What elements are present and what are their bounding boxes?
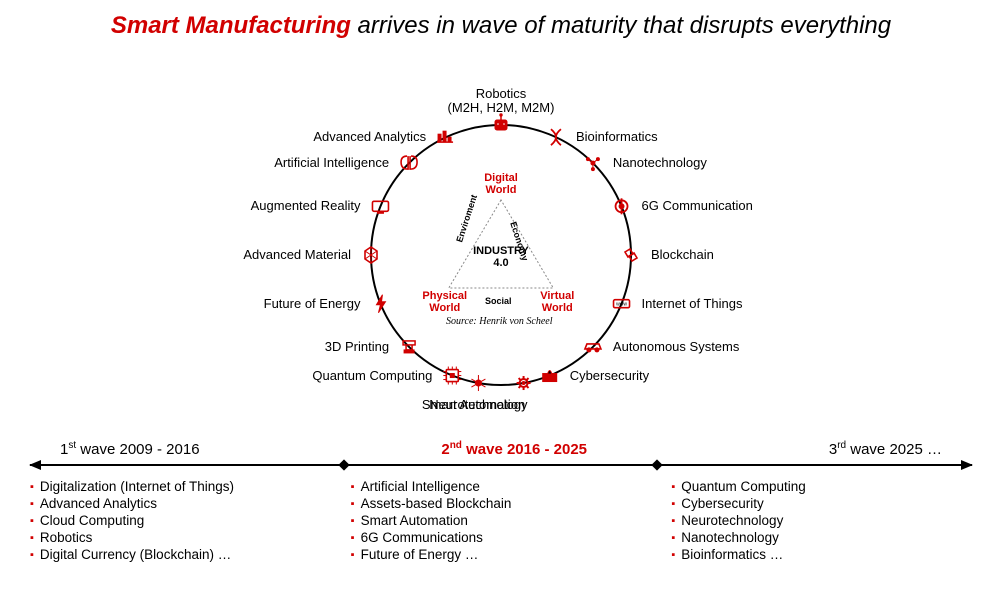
wave-item: Nanotechnology [671,529,972,546]
wave-headers: 1st wave 2009 - 2016 2nd wave 2016 - 2025… [30,440,972,464]
page-title: Smart Manufacturing arrives in wave of m… [0,12,1002,40]
node-label: Bioinformatics [576,129,658,144]
node-label: Smart Automation [404,397,544,412]
node-label: Autonomous Systems [613,339,739,354]
wave-item: Bioinformatics … [671,546,972,563]
chip-icon [443,367,461,385]
wave-header: 3rd wave 2025 … [829,440,942,458]
dna-icon [551,129,561,145]
wave-item: Robotics [30,529,331,546]
waves-section: 1st wave 2009 - 2016 2nd wave 2016 - 2025… [30,440,972,563]
wave-item: Quantum Computing [671,478,972,495]
wave-item: Advanced Analytics [30,495,331,512]
firewall-icon [543,371,557,382]
wave-item: 6G Communications [351,529,652,546]
title-black: arrives in wave of maturity that disrupt… [351,12,891,39]
node-label: Advanced Material [243,247,351,262]
node-label: Internet of Things [642,296,743,311]
wave-column: Quantum ComputingCybersecurityNeurotechn… [671,478,972,563]
triangle-side-bottom: Social [485,296,512,306]
wave-header: 1st wave 2009 - 2016 [60,440,200,458]
iot-icon: www [614,300,630,308]
gear-icon [517,376,531,390]
wave-item: Neurotechnology [671,512,972,529]
diagram-source: Source: Henrik von Scheel [446,316,553,327]
wave-item: Digital Currency (Blockchain) … [30,546,331,563]
wave-item: Assets-based Blockchain [351,495,652,512]
node-label: Future of Energy [264,296,361,311]
node-label: Advanced Analytics [313,129,426,144]
triangle-top-label: DigitalWorld [471,172,531,196]
triangle-left-label: PhysicalWorld [417,290,472,314]
chain-icon [625,249,637,261]
node-label: 3D Printing [325,339,389,354]
node-label: Quantum Computing [312,368,432,383]
material-icon [365,247,377,263]
wave-item: Smart Automation [351,512,652,529]
wave-item: Digitalization (Internet of Things) [30,478,331,495]
svg-text:www: www [616,302,627,308]
node-label: Artificial Intelligence [274,155,389,170]
timeline [30,464,972,466]
analytics-icon [437,131,453,142]
industry40-diagram: www DigitalWorld PhysicalWorld VirtualWo… [221,55,781,435]
antenna-icon [616,198,628,214]
wave-columns: Digitalization (Internet of Things)Advan… [30,478,972,563]
wave-header: 2nd wave 2016 - 2025 [441,440,587,458]
node-label: 6G Communication [642,198,753,213]
node-label: Nanotechnology [613,155,707,170]
node-label: Cybersecurity [570,368,649,383]
triangle-right-label: VirtualWorld [532,290,582,314]
wave-column: Digitalization (Internet of Things)Advan… [30,478,331,563]
wave-item: Artificial Intelligence [351,478,652,495]
title-red: Smart Manufacturing [111,12,351,39]
node-label: Blockchain [651,247,714,262]
robot-icon [495,114,507,130]
wave-column: Artificial IntelligenceAssets-based Bloc… [351,478,652,563]
node-label: Robotics(M2H, H2M, M2M) [431,87,571,116]
node-label: Augmented Reality [251,198,361,213]
wave-item: Cybersecurity [671,495,972,512]
wave-item: Cloud Computing [30,512,331,529]
wave-item: Future of Energy … [351,546,652,563]
